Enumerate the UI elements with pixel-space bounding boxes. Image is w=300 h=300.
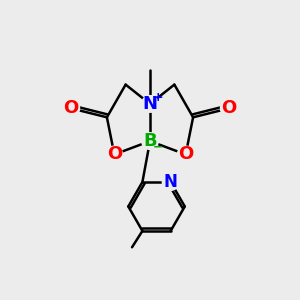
Circle shape [142,133,158,149]
Text: +: + [153,91,164,104]
Text: O: O [107,146,122,164]
Text: O: O [64,99,79,117]
Circle shape [220,100,237,117]
Text: O: O [221,99,236,117]
Text: N: N [164,173,178,191]
Circle shape [63,100,80,117]
Text: B: B [143,132,157,150]
Circle shape [142,96,158,112]
Text: O: O [178,146,193,164]
Circle shape [177,146,194,163]
Text: N: N [142,95,158,113]
Circle shape [106,146,123,163]
Circle shape [162,174,179,190]
Text: −: − [153,140,164,154]
